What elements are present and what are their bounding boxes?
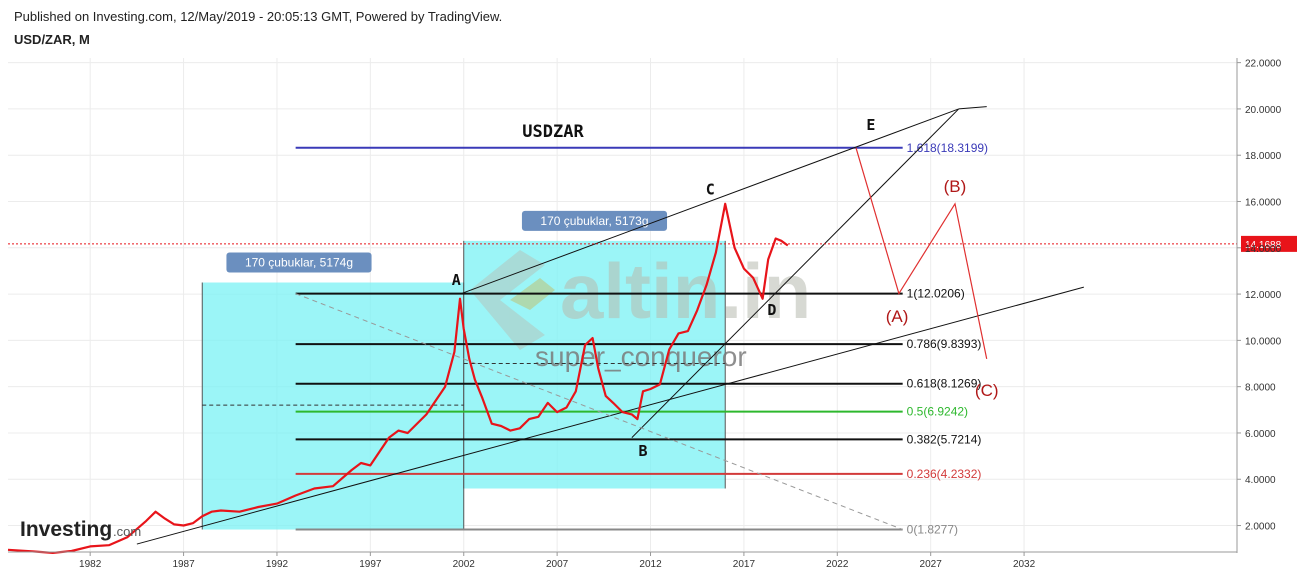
x-tick-label: 2012 [639,559,662,570]
x-tick-label: 1992 [266,559,289,570]
wave-label: (B) [944,177,967,196]
last-price-value: 14.1688 [1245,240,1282,251]
trendline [958,106,987,110]
y-tick-label: 22.0000 [1245,59,1282,70]
investing-logo-text: Investing [20,518,112,541]
range-box-label: 170 çubuklar, 5174g [245,256,353,270]
wave-projection [855,147,988,360]
y-tick-label: 20.0000 [1245,105,1282,116]
x-tick-label: 1997 [359,559,382,570]
fib-label: 0.236(4.2332) [907,467,982,481]
y-tick-label: 2.0000 [1245,522,1276,533]
wave-label: (A) [886,307,909,326]
wave-label: (C) [975,381,999,400]
range-box-label-bg [521,210,668,231]
x-tick-label: 2007 [546,559,569,570]
price-series: 14.1688 [7,202,1297,554]
investing-logo-domain: .com [113,524,141,539]
last-price-tag [1241,235,1297,252]
trendline [631,108,960,438]
y-tick-label: 10.0000 [1245,336,1282,347]
y-tick-label: 14.0000 [1245,244,1282,255]
watermark: altin.in super_conqueror [470,247,811,372]
y-tick-label: 4.0000 [1245,475,1276,486]
y-tick-label: 16.0000 [1245,198,1282,209]
fib-label: 0.786(9.8393) [907,337,982,351]
range-box-label-bg [226,252,372,273]
trendline [459,108,959,295]
x-tick-label: 1982 [79,559,102,570]
y-tick-label: 12.0000 [1245,290,1282,301]
x-tick-label: 2027 [920,559,943,570]
fib-label: 1.618(18.3199) [907,141,988,155]
symbol-label: USD/ZAR, M [14,32,90,47]
point-label: E [866,116,875,134]
y-tick-label: 6.0000 [1245,429,1276,440]
x-tick-label: 2002 [453,559,476,570]
x-tick-label: 2017 [733,559,756,570]
x-tick-label: 2032 [1013,559,1036,570]
chart-title: USDZAR [522,122,584,142]
axes: 22.0000 20.0000 18.0000 16.0000 14.0000 12.00… [8,58,1282,570]
x-tick-label: 1987 [172,559,195,570]
range-box-label: 170 çubuklar, 5173g [540,214,648,228]
watermark-brand: altin.in [560,247,811,335]
y-tick-label: 18.0000 [1245,151,1282,162]
price-line [7,202,789,554]
projection-line [855,147,988,360]
fib-label: 0.382(5.7214) [907,432,982,446]
point-label: B [639,442,648,460]
fib-label: 0.618(8.1269) [907,377,982,391]
chart-annotations: USDZAR A B C D E (A) (B) (C) [452,116,999,460]
watermark-user: super_conqueror [535,341,747,372]
trendline [295,293,903,530]
point-label: A [452,271,461,289]
range-boxes: 170 çubuklar, 5174g 170 çubuklar, 5173g [201,210,726,530]
x-tick-label: 2022 [826,559,849,570]
point-label: C [706,181,715,199]
y-tick-label: 8.0000 [1245,383,1276,394]
range-box [202,282,464,530]
fib-label: 0.5(6.9242) [907,405,968,419]
trendlines [136,106,1084,545]
published-info: Published on Investing.com, 12/May/2019 … [14,9,503,24]
fib-label: 1(12.0206) [907,287,965,301]
point-label: D [767,301,776,319]
brand-mark-part [470,250,545,350]
range-box [463,240,726,489]
fib-label: 0(1.8277) [907,523,958,537]
investing-logo: Investing .com [20,518,141,541]
